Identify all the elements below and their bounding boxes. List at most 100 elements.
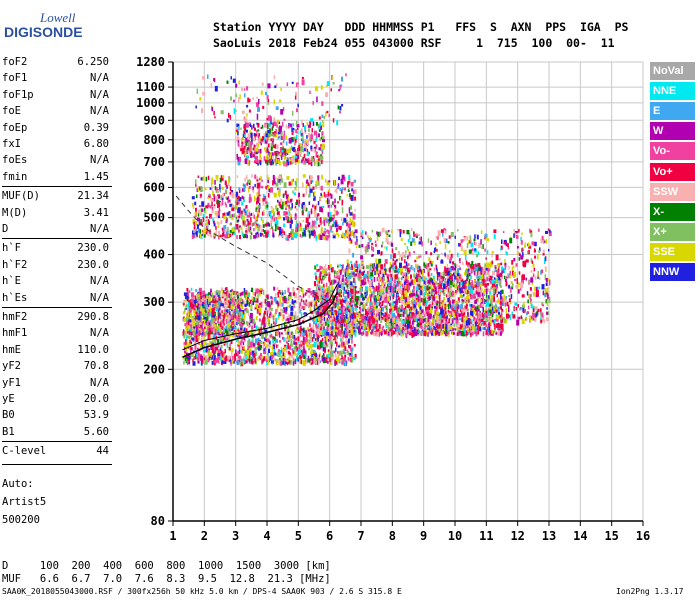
echo-point (423, 262, 426, 267)
param-value: N/A (90, 223, 109, 235)
echo-point (221, 312, 223, 316)
echo-point (411, 300, 413, 304)
echo-point (390, 264, 393, 268)
echo-point (257, 337, 260, 341)
echo-point (499, 300, 502, 305)
echo-point (268, 307, 271, 311)
echo-point (198, 335, 200, 340)
echo-point (380, 295, 382, 299)
echo-point (435, 324, 438, 329)
echo-point (374, 266, 376, 270)
echo-point (249, 351, 253, 356)
echo-point (206, 304, 208, 309)
echo-point (379, 299, 382, 303)
echo-point (344, 268, 347, 273)
echo-point (433, 295, 435, 299)
echo-point (433, 278, 436, 283)
echo-point (223, 311, 226, 314)
echo-point (310, 355, 313, 360)
echo-point (458, 330, 461, 334)
echo-point (228, 355, 230, 360)
echo-point (207, 303, 210, 308)
echo-point (517, 316, 519, 320)
echo-point (442, 309, 445, 315)
echo-point (469, 327, 471, 332)
echo-point (219, 347, 222, 352)
echo-point (343, 323, 346, 327)
echo-point (456, 277, 459, 283)
echo-point (416, 277, 419, 283)
echo-point (253, 331, 255, 336)
echo-point (543, 238, 545, 244)
echo-point (519, 307, 521, 311)
echo-point (455, 313, 458, 319)
echo-point (347, 351, 350, 356)
echo-point (207, 342, 209, 347)
echo-point (419, 291, 421, 297)
echo-point (470, 304, 473, 308)
echo-point (344, 299, 346, 304)
echo-point (230, 301, 234, 306)
echo-point (329, 330, 332, 334)
echo-point (373, 263, 376, 269)
echo-point (377, 250, 380, 255)
echo-point (481, 292, 484, 297)
echo-point (467, 295, 470, 300)
echo-point (335, 321, 338, 326)
echo-point (338, 323, 341, 329)
echo-point (314, 296, 318, 302)
echo-point (271, 314, 273, 319)
echo-point (500, 290, 502, 296)
echo-point (184, 323, 187, 327)
echo-point (227, 309, 229, 314)
echo-point (369, 275, 373, 280)
echo-point (301, 305, 305, 309)
echo-point (418, 312, 422, 318)
echo-point (252, 337, 254, 341)
echo-point (316, 358, 319, 362)
echo-point (316, 327, 319, 331)
echo-point (273, 344, 275, 350)
echo-point (394, 274, 398, 280)
echo-point (316, 268, 319, 273)
echo-point (227, 334, 230, 340)
param-value: 1.45 (83, 170, 109, 183)
echo-point (425, 308, 429, 314)
echo-point (309, 316, 312, 321)
echo-point (427, 332, 429, 337)
echo-point (202, 344, 205, 348)
echo-point (503, 267, 505, 274)
echo-point (424, 326, 427, 330)
echo-point (318, 316, 320, 321)
echo-point (462, 322, 466, 326)
echo-point (278, 290, 281, 294)
echo-point (454, 310, 456, 314)
echo-point (392, 324, 394, 328)
echo-point (440, 288, 442, 293)
echo-point (378, 290, 381, 294)
echo-point (498, 323, 501, 328)
echo-point (440, 308, 444, 315)
echo-point (430, 296, 433, 299)
echo-point (415, 234, 418, 239)
echo-point (440, 319, 442, 325)
echo-point (490, 295, 493, 301)
echo-point (248, 360, 251, 364)
echo-point (501, 268, 504, 274)
echo-point (485, 306, 488, 311)
echo-point (382, 274, 385, 277)
echo-point (399, 232, 402, 238)
echo-point (422, 268, 425, 274)
echo-point (248, 355, 250, 361)
echo-point (438, 293, 440, 297)
echo-point (444, 324, 446, 330)
echo-point (516, 246, 519, 249)
echo-point (463, 283, 465, 289)
echo-point (444, 269, 448, 274)
echo-point (528, 245, 532, 249)
echo-point (403, 281, 406, 286)
echo-point (454, 303, 456, 309)
echo-point (355, 260, 358, 264)
echo-point (312, 318, 315, 322)
echo-point (466, 300, 469, 305)
